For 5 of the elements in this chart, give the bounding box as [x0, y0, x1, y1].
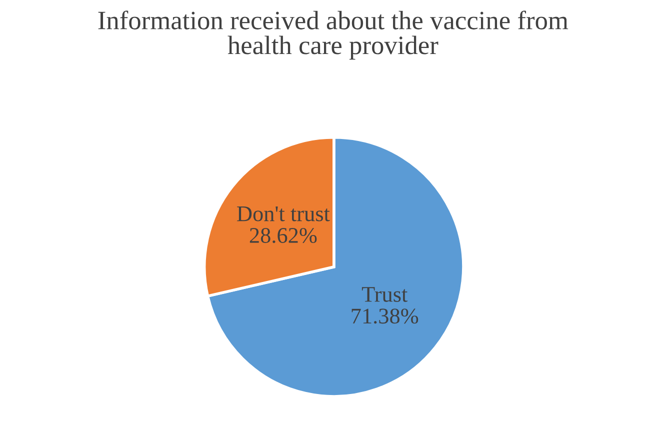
- slice-label: Don't trust: [237, 206, 330, 222]
- chart-title: Information received about the vaccine from health care provider: [98, 10, 568, 60]
- data-label: 28.62%: [250, 228, 317, 244]
- data-label: 71.38%: [352, 308, 418, 324]
- slice-label: Trust: [362, 287, 408, 302]
